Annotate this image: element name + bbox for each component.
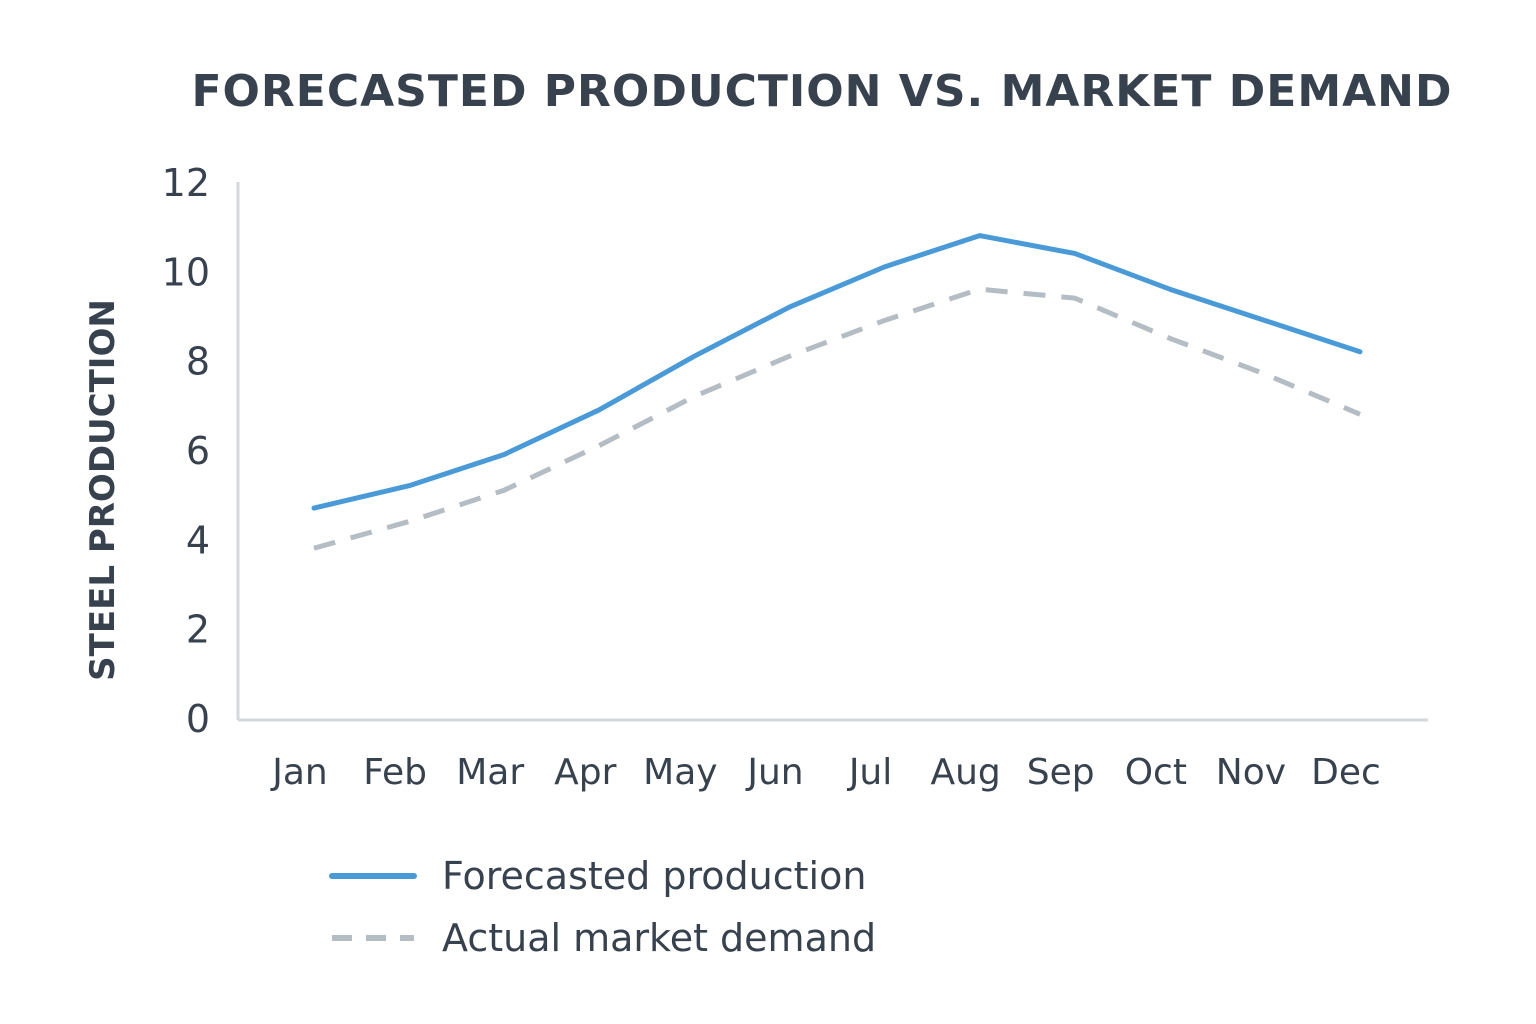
y-tick-label: 2: [186, 608, 210, 652]
y-tick-label: 10: [162, 250, 210, 294]
x-tick-label: Aug: [930, 752, 1000, 793]
x-tick-label: Feb: [363, 752, 427, 793]
x-tick-labels: Jan Feb Mar Apr May Jun Jul Aug Sep Oct Nov Dec: [270, 752, 1381, 793]
y-tick-label: 6: [186, 429, 210, 473]
y-tick-label: 4: [186, 518, 210, 562]
y-tick-label: 0: [186, 697, 210, 741]
series-line-forecasted-production: [311, 233, 1363, 511]
y-axis-label: STEEL PRODUCTION: [83, 299, 123, 681]
series-line-actual-market-demand: [313, 286, 1361, 551]
x-tick-label: Jan: [270, 752, 328, 793]
y-tick-label: 12: [162, 161, 210, 205]
x-tick-label: Mar: [456, 752, 524, 793]
legend-label: Forecasted production: [442, 854, 866, 898]
x-tick-label: Nov: [1216, 752, 1286, 793]
y-tick-label: 8: [186, 340, 210, 384]
chart-title: FORECASTED PRODUCTION VS. MARKET DEMAND: [191, 66, 1452, 117]
series-lines: [311, 233, 1363, 551]
x-tick-label: Sep: [1027, 752, 1095, 793]
legend: Forecasted production Actual market deman…: [329, 854, 876, 960]
x-tick-label: Dec: [1311, 752, 1381, 793]
x-tick-label: Oct: [1125, 752, 1187, 793]
x-tick-label: Apr: [554, 752, 616, 793]
x-tick-label: May: [643, 752, 717, 793]
x-tick-label: Jun: [745, 752, 803, 793]
x-tick-label: Jul: [847, 752, 892, 793]
y-tick-labels: 0 2 4 6 8 10 12: [162, 161, 210, 741]
legend-label: Actual market demand: [442, 916, 876, 960]
